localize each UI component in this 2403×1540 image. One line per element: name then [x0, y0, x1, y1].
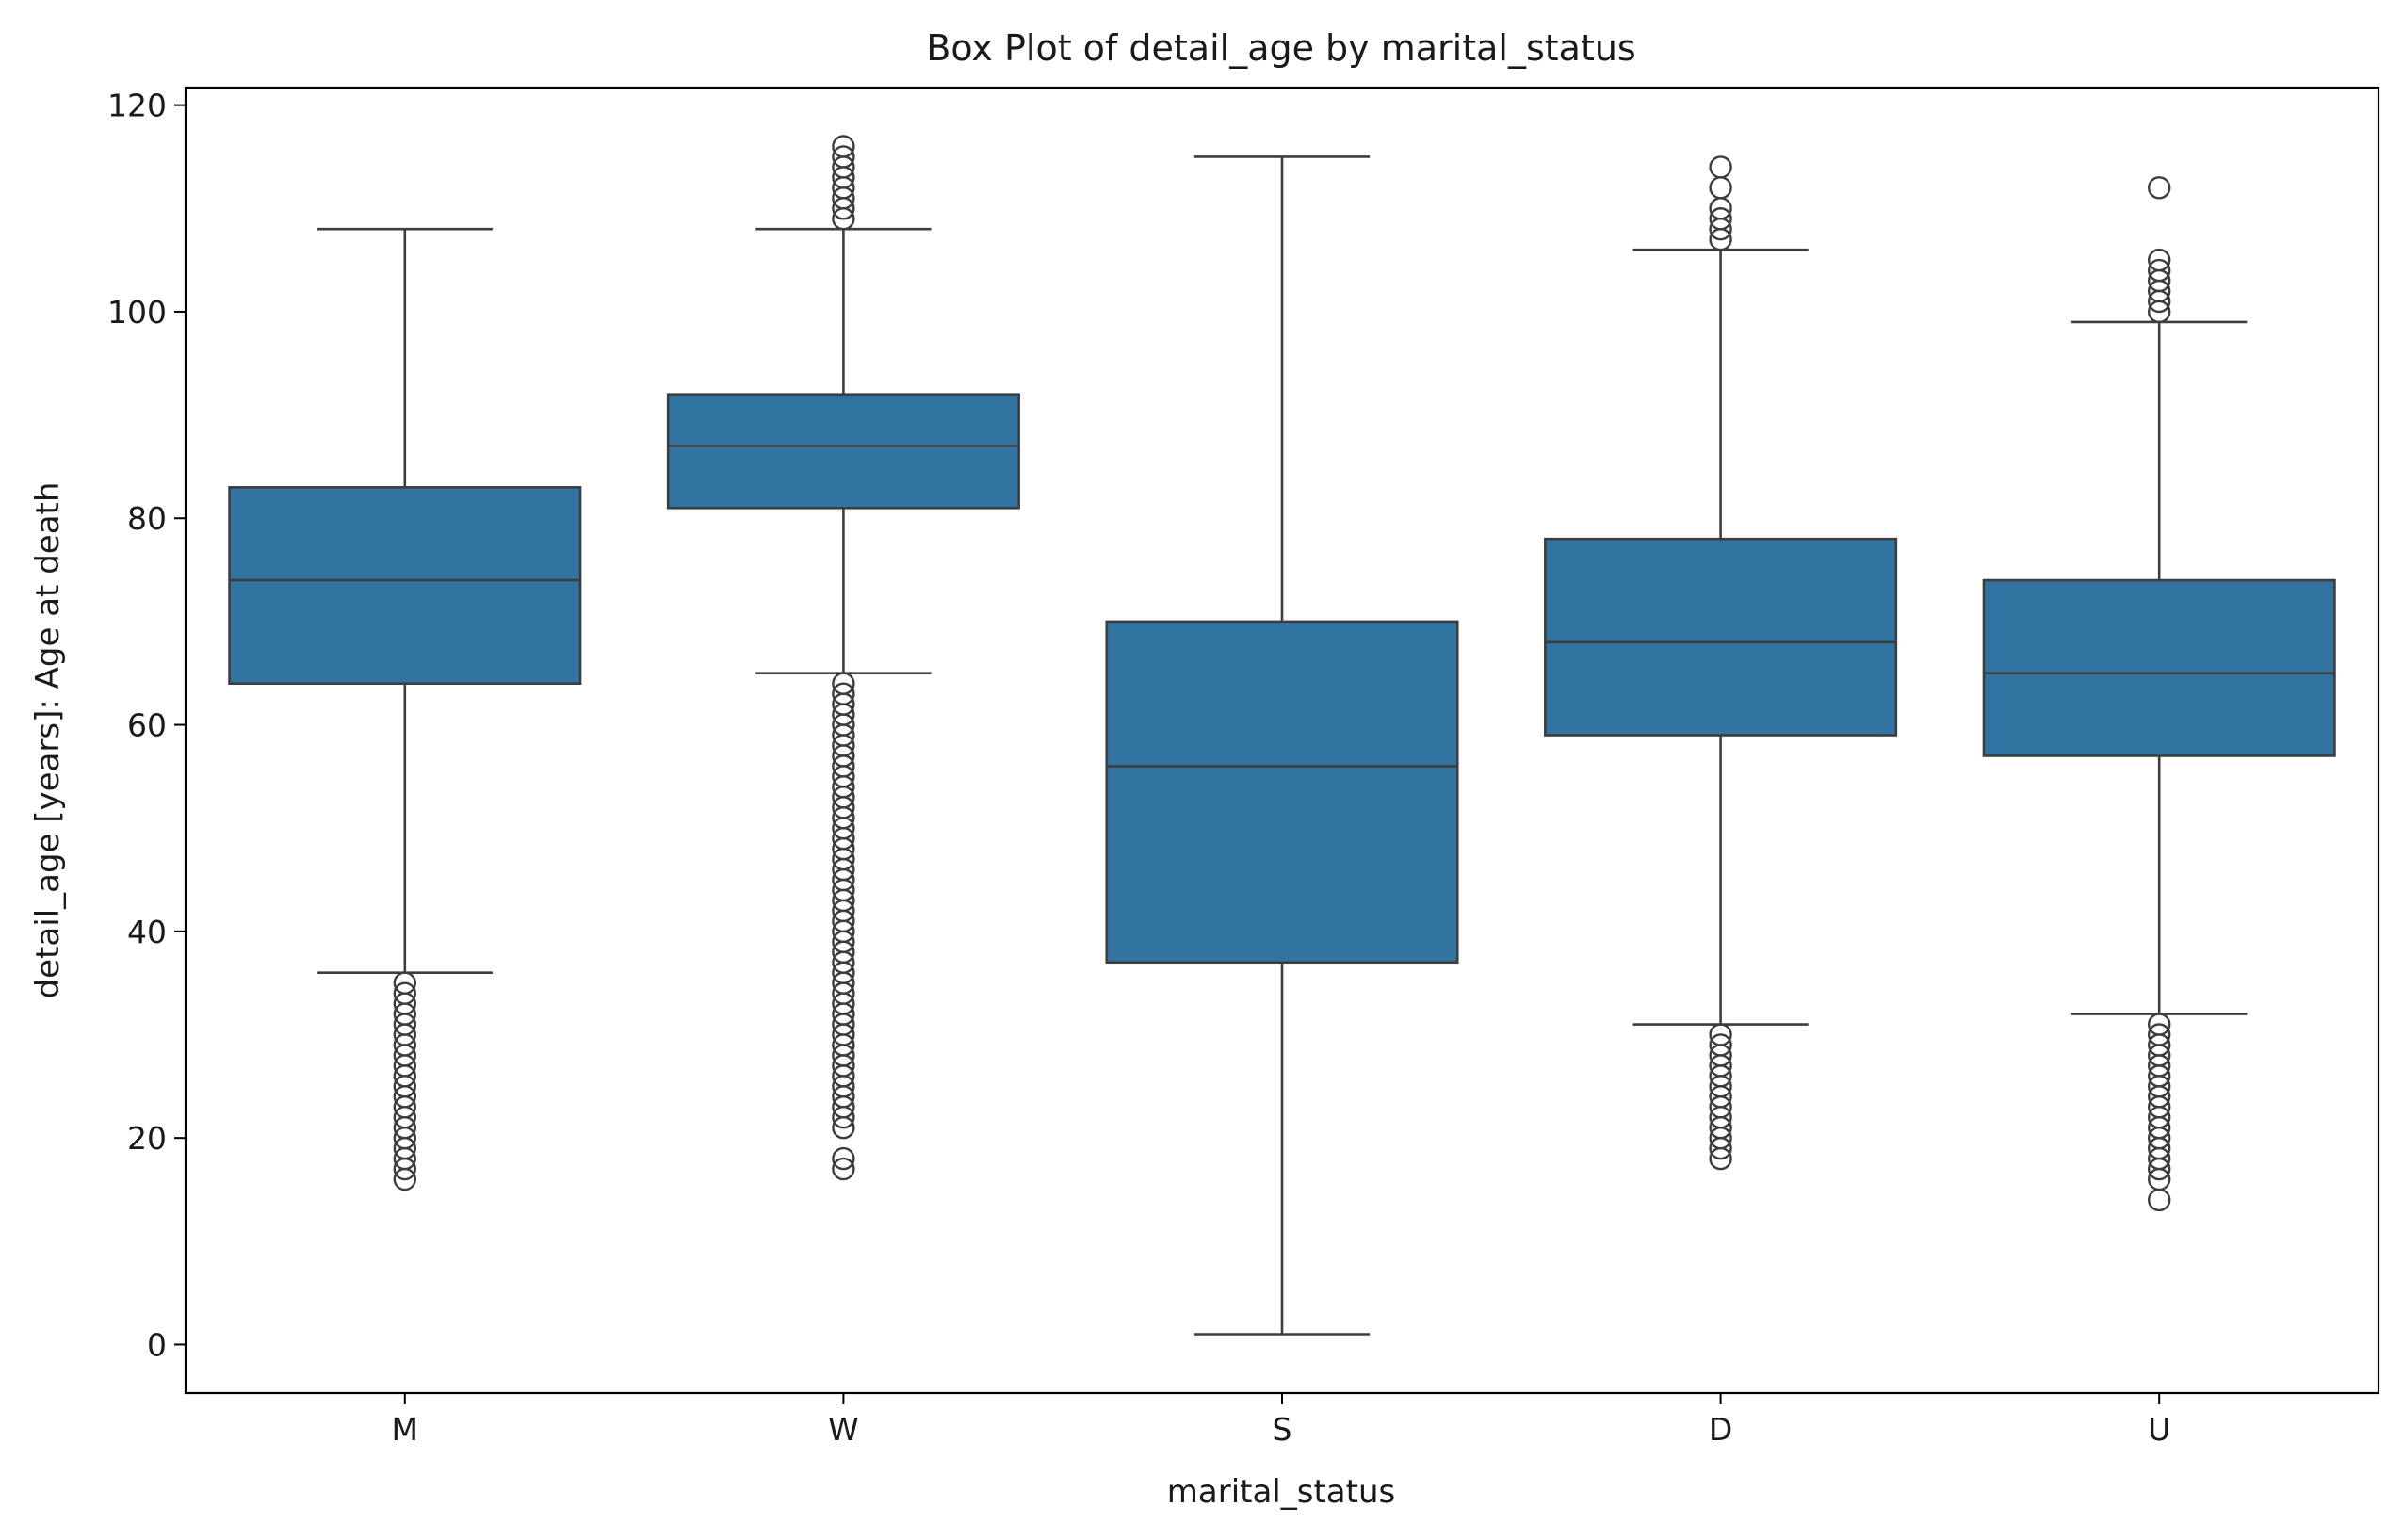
x-tick-label: M — [392, 1411, 418, 1448]
box-group-U — [1982, 176, 2336, 1212]
y-tick-label: 80 — [127, 500, 167, 537]
iqr-box — [666, 393, 1020, 510]
outlier-point — [1709, 1136, 1732, 1160]
outlier-point — [832, 1115, 855, 1140]
axis-ticks: 0 20 40 60 80 100 120 M W S D U — [107, 88, 2170, 1448]
y-tick-label: 20 — [127, 1120, 167, 1157]
x-tick-label: D — [1709, 1411, 1732, 1448]
outlier-point — [2147, 1188, 2171, 1212]
iqr-box — [1982, 578, 2336, 757]
outlier-point — [832, 1157, 855, 1181]
box-group-M — [228, 227, 582, 1191]
iqr-box — [228, 486, 582, 685]
y-tick-label: 0 — [147, 1326, 167, 1363]
y-tick-label: 100 — [107, 294, 167, 331]
x-tick-label: U — [2148, 1411, 2170, 1448]
outlier-point — [832, 1106, 855, 1129]
iqr-box — [1105, 620, 1459, 965]
outlier-point — [393, 1167, 416, 1191]
x-tick-label: W — [828, 1411, 859, 1448]
outlier-point — [2147, 1157, 2171, 1181]
outlier-point — [1709, 1146, 1732, 1171]
outlier-point — [2147, 289, 2171, 314]
box-group-D — [1544, 155, 1898, 1171]
axes-frame — [184, 86, 2380, 1395]
outlier-point — [2147, 300, 2171, 324]
y-axis-label: detail_age [years]: Age at death — [29, 482, 67, 999]
outlier-point — [393, 1157, 416, 1181]
y-tick-label: 60 — [127, 707, 167, 744]
outlier-point — [832, 1146, 855, 1171]
y-tick-label: 40 — [127, 914, 167, 950]
plot-area — [228, 135, 2336, 1336]
box-group-S — [1105, 155, 1459, 1336]
chart-title: Box Plot of detail_age by marital_status — [926, 27, 1635, 69]
outlier-point — [1709, 227, 1732, 251]
outlier-point — [832, 207, 855, 231]
y-tick-label: 120 — [107, 88, 167, 124]
outlier-point — [1709, 218, 1732, 241]
x-axis-label: marital_status — [1167, 1473, 1395, 1511]
outlier-point — [2147, 176, 2171, 200]
box-group-W — [666, 135, 1020, 1181]
outlier-point — [832, 197, 855, 220]
x-tick-label: S — [1273, 1411, 1292, 1448]
iqr-box — [1544, 537, 1898, 737]
